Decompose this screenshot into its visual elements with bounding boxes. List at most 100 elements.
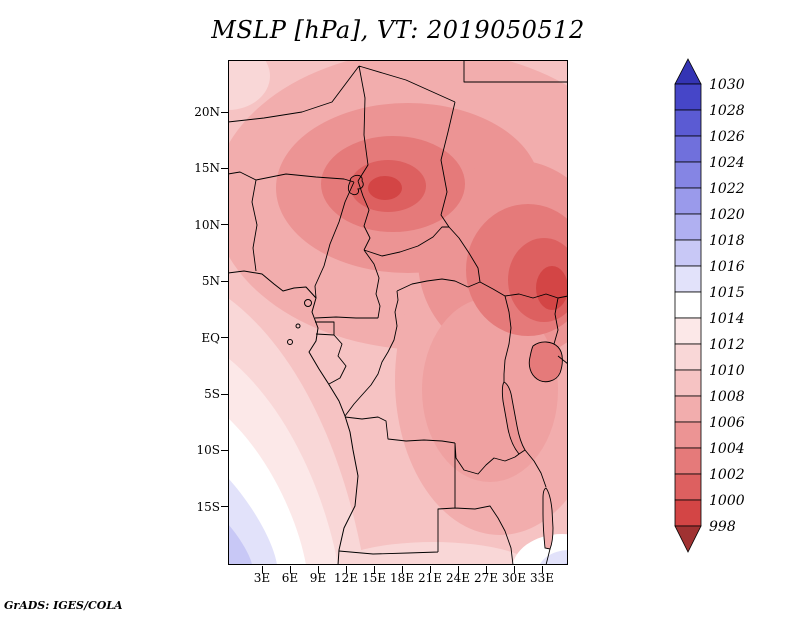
x-axis-label: 27E bbox=[473, 571, 499, 585]
x-axis-label: 18E bbox=[389, 571, 415, 585]
lake-victoria bbox=[528, 341, 563, 383]
x-axis-tick bbox=[317, 566, 319, 573]
y-axis-tick bbox=[221, 506, 228, 508]
island-principe bbox=[295, 323, 301, 329]
y-axis-label: 15N bbox=[194, 161, 220, 176]
colorbar-segment bbox=[674, 291, 702, 319]
colorbar-label: 1016 bbox=[709, 259, 745, 275]
colorbar-label: 1030 bbox=[709, 77, 745, 93]
grads-attribution: GrADS: IGES/COLA bbox=[4, 599, 123, 612]
x-axis-tick bbox=[513, 566, 515, 573]
x-axis-tick bbox=[401, 566, 403, 573]
colorbar-segment bbox=[674, 369, 702, 397]
colorbar-segment bbox=[674, 395, 702, 423]
x-axis-tick bbox=[289, 566, 291, 573]
x-axis-label: 12E bbox=[333, 571, 359, 585]
colorbar-label: 1012 bbox=[709, 337, 745, 353]
x-axis-label: 9E bbox=[309, 571, 327, 585]
y-axis-label: 10N bbox=[194, 217, 220, 232]
y-axis-tick bbox=[221, 337, 228, 339]
y-axis-label: 5S bbox=[204, 387, 220, 401]
x-axis-label: 33E bbox=[529, 571, 555, 585]
colorbar-segment bbox=[674, 239, 702, 267]
y-axis-tick bbox=[221, 224, 228, 226]
colorbar-segment bbox=[674, 83, 702, 111]
colorbar-segment bbox=[674, 499, 702, 527]
lakes bbox=[347, 174, 563, 550]
x-axis-tick bbox=[457, 566, 459, 573]
map-axes: 20N 15N 10N 5N EQ 5S 10S 15S 3E 6E 9E 12E 15E 18E 21E 2… bbox=[194, 60, 568, 585]
colorbar-segment bbox=[674, 421, 702, 449]
colorbar-segment bbox=[674, 343, 702, 371]
coastline bbox=[228, 270, 359, 565]
colorbar-segment bbox=[674, 447, 702, 475]
colorbar-label: 1000 bbox=[709, 493, 745, 509]
colorbar-segment bbox=[674, 265, 702, 293]
x-axis-tick bbox=[373, 566, 375, 573]
y-axis-tick bbox=[221, 393, 228, 395]
colorbar-label: 1026 bbox=[709, 129, 745, 145]
x-axis-label: 21E bbox=[417, 571, 443, 585]
lake-malawi bbox=[542, 487, 554, 550]
x-axis-tick bbox=[541, 566, 543, 573]
x-axis-tick bbox=[261, 566, 263, 573]
border-lines bbox=[228, 60, 568, 565]
colorbar-segment bbox=[674, 135, 702, 163]
x-axis-label: 3E bbox=[253, 571, 271, 585]
colorbar-arrow-high bbox=[674, 58, 702, 85]
chart-title: MSLP [hPa], VT: 2019050512 bbox=[211, 16, 585, 44]
colorbar-label: 1010 bbox=[709, 363, 745, 379]
pressure-band-1014 bbox=[512, 534, 568, 565]
x-axis-label: 30E bbox=[501, 571, 527, 585]
x-axis-tick bbox=[345, 566, 347, 573]
colorbar-label: 1022 bbox=[709, 181, 745, 197]
colorbar-segment bbox=[674, 187, 702, 215]
colorbar-label: 1018 bbox=[709, 233, 745, 249]
colorbar-segment bbox=[674, 213, 702, 241]
pressure-field bbox=[228, 60, 568, 565]
map-frame bbox=[228, 60, 568, 565]
colorbar-label: 1002 bbox=[709, 467, 745, 483]
y-axis-tick bbox=[221, 280, 228, 282]
colorbar-svg: 1030 1028 1026 1024 1022 1020 1018 1016 1015 1014… bbox=[674, 58, 745, 553]
pressure-core-998 bbox=[536, 266, 568, 310]
y-axis-tick bbox=[221, 449, 228, 451]
colorbar-segment bbox=[674, 473, 702, 501]
pressure-core-998 bbox=[368, 176, 402, 200]
x-axis-tick bbox=[429, 566, 431, 573]
colorbar-segment bbox=[674, 109, 702, 137]
y-axis-label: 5N bbox=[201, 274, 220, 289]
x-axis-label: 15E bbox=[361, 571, 387, 585]
colorbar-segment bbox=[674, 161, 702, 189]
x-axis-tick bbox=[485, 566, 487, 573]
colorbar-arrow-low bbox=[674, 525, 702, 553]
colorbar-label: 1028 bbox=[709, 103, 745, 119]
y-axis-label: EQ bbox=[201, 330, 220, 345]
colorbar-label: 1006 bbox=[709, 415, 745, 431]
pressure-band-1005 bbox=[422, 298, 558, 482]
y-axis-label: 15S bbox=[196, 499, 221, 514]
island-sao-tome bbox=[287, 339, 293, 345]
colorbar-label: 1020 bbox=[709, 207, 745, 223]
atlantic-coastline bbox=[228, 270, 359, 565]
colorbar-label: 1015 bbox=[709, 285, 745, 301]
pressure-band-1016 bbox=[228, 524, 252, 565]
colorbar-label: 1004 bbox=[709, 441, 745, 457]
x-axis-label: 24E bbox=[445, 571, 471, 585]
x-axis-label: 6E bbox=[281, 571, 299, 585]
mslp-map bbox=[228, 60, 568, 565]
y-axis-label: 20N bbox=[194, 105, 220, 119]
pressure-band-1010 bbox=[330, 542, 536, 565]
y-axis-tick bbox=[221, 111, 228, 113]
y-axis-label: 10S bbox=[196, 443, 221, 458]
lake-tanganyika bbox=[501, 381, 526, 455]
country-borders bbox=[228, 60, 568, 565]
colorbar-label: 998 bbox=[709, 519, 736, 535]
colorbar-segment bbox=[674, 317, 702, 345]
colorbar-label: 1014 bbox=[709, 311, 745, 327]
colorbar-label: 1008 bbox=[709, 389, 745, 405]
colorbar-label: 1024 bbox=[709, 155, 745, 171]
y-axis-tick bbox=[221, 167, 228, 169]
island-bioko bbox=[304, 299, 312, 307]
